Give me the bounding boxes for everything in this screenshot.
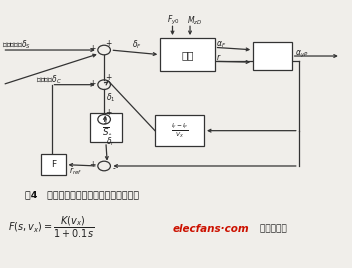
Text: $M_{zD}$: $M_{zD}$ <box>187 14 202 27</box>
Text: $\frac{l_F-l_P}{V_X}$: $\frac{l_F-l_P}{V_X}$ <box>171 121 188 140</box>
Text: 方向盘转角$δ_S$: 方向盘转角$δ_S$ <box>2 39 32 51</box>
Text: $r_{ref}$: $r_{ref}$ <box>69 166 82 177</box>
Text: $F_{y0}$: $F_{y0}$ <box>167 14 180 27</box>
Bar <box>253 42 292 70</box>
Text: +: + <box>106 73 112 82</box>
Text: +: + <box>106 108 112 117</box>
Text: 附加转角$δ_C$: 附加转角$δ_C$ <box>36 74 62 86</box>
Text: $δ_F$: $δ_F$ <box>132 39 142 51</box>
Text: $\hat{δ}_r$: $\hat{δ}_r$ <box>106 132 115 148</box>
Text: +: + <box>106 39 112 48</box>
Text: $\frac{1}{S}$: $\frac{1}{S}$ <box>102 116 110 138</box>
Text: F: F <box>51 160 56 169</box>
Text: $r$: $r$ <box>216 52 222 62</box>
Text: 图4   鲁棒单向解耦横摇角速度控制示意图: 图4 鲁棒单向解耦横摇角速度控制示意图 <box>25 191 139 200</box>
Text: $α_{yP}$: $α_{yP}$ <box>295 49 309 60</box>
Bar <box>90 113 122 142</box>
Text: $δ_1$: $δ_1$ <box>106 92 115 104</box>
Text: elecfans·com: elecfans·com <box>172 224 249 234</box>
Text: 电子发烧友: 电子发烧友 <box>257 224 287 233</box>
Text: +: + <box>89 79 95 88</box>
Text: -: - <box>112 164 115 173</box>
Text: +: + <box>89 160 95 169</box>
Text: $α_F$: $α_F$ <box>216 39 226 50</box>
Bar <box>41 154 65 175</box>
Bar <box>155 115 204 146</box>
Text: +: + <box>89 44 95 53</box>
Text: $F(s, v_x) = \dfrac{K(v_x)}{1+0.1s}$: $F(s, v_x) = \dfrac{K(v_x)}{1+0.1s}$ <box>8 215 94 240</box>
Bar <box>160 38 215 71</box>
Text: 车辆: 车辆 <box>181 50 194 60</box>
